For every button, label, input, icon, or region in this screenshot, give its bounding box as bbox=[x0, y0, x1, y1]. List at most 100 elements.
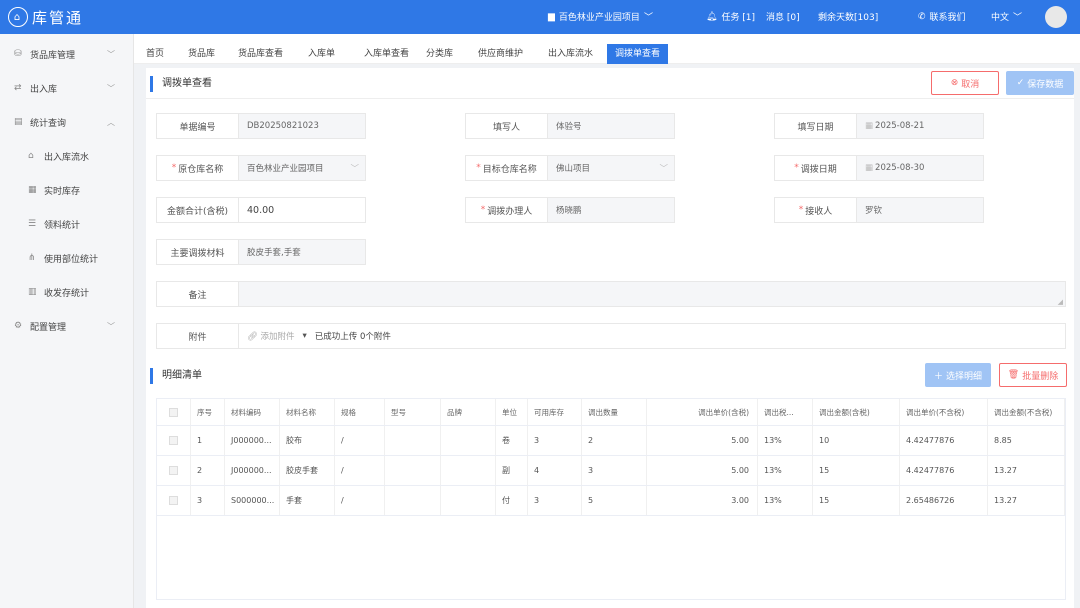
table-cell: 2.65486726 bbox=[900, 486, 988, 515]
column-header: 调出单价(含税) bbox=[647, 399, 758, 425]
handler-row: * 调拨办理人 杨晓鹏 bbox=[465, 197, 675, 223]
writer-field[interactable]: 体验号 bbox=[548, 114, 674, 138]
save-button[interactable]: ✓ 保存数据 bbox=[1006, 71, 1074, 95]
language-selector[interactable]: 中文 ﹀ bbox=[991, 10, 1022, 23]
sidebar-item[interactable]: ▤ 统计查询 ︿ bbox=[14, 117, 115, 129]
receiver-field[interactable]: 罗钦 bbox=[857, 198, 983, 222]
column-header: 调出金额(含税) bbox=[813, 399, 900, 425]
column-header: 型号 bbox=[385, 399, 441, 425]
logo[interactable]: ⌂ 库管通 bbox=[8, 7, 83, 28]
tab-item[interactable]: 调拨单查看 bbox=[607, 44, 669, 64]
column-header: 调出税... bbox=[758, 399, 813, 425]
home-icon: ⌂ bbox=[28, 151, 34, 161]
table-cell: 手套 bbox=[280, 486, 335, 515]
sidebar-item[interactable]: ⋔ 使用部位统计 bbox=[28, 253, 99, 265]
material-label: 主要调拨材料 bbox=[170, 248, 225, 259]
table-cell: 10 bbox=[813, 426, 900, 455]
row-checkbox[interactable] bbox=[157, 456, 191, 485]
attach-add-button[interactable]: 🔗︎ 添加附件 bbox=[247, 332, 295, 342]
tasks-link[interactable]: 🔔︎ 任务 [1] bbox=[706, 11, 756, 24]
table-cell: 5.00 bbox=[647, 456, 758, 485]
report-icon: ▥ bbox=[28, 287, 37, 297]
tab-item[interactable]: 货品库 bbox=[188, 49, 216, 59]
column-header: 序号 bbox=[191, 399, 225, 425]
amount-row: 金额合计(含税) 40.00 bbox=[156, 197, 366, 223]
chevron-down-icon: ﹀ bbox=[643, 13, 653, 23]
project-selector[interactable]: ▆ 百色林业产业园项目 ﹀ bbox=[548, 11, 653, 24]
tab-item[interactable]: 入库单查看 bbox=[364, 49, 410, 59]
avatar[interactable] bbox=[1045, 6, 1067, 28]
column-header: 品牌 bbox=[441, 399, 496, 425]
table-header: 序号 材料编码 材料名称 规格 型号 品牌 单位 可用库存 调出数量 调出单价(含税) 调出税...… bbox=[157, 399, 1065, 426]
tab-item[interactable]: 出入库流水 bbox=[548, 49, 594, 59]
material-field[interactable]: 胶皮手套,手套 bbox=[239, 240, 365, 264]
date-field[interactable]: ▦ 2025-08-21 bbox=[857, 114, 983, 138]
attach-dropdown-icon[interactable]: ▾ bbox=[302, 331, 307, 341]
resize-handle-icon[interactable]: ◢ bbox=[1057, 298, 1063, 306]
chevron-down-icon: ﹀ bbox=[1013, 13, 1023, 23]
phone-icon: ✆ bbox=[918, 11, 926, 22]
table-cell: 卷 bbox=[496, 426, 528, 455]
contact-link[interactable]: ✆ 联系我们 bbox=[918, 11, 966, 24]
date-row: 填写日期 ▦ 2025-08-21 bbox=[774, 113, 984, 139]
column-header: 材料名称 bbox=[280, 399, 335, 425]
tdate-label: 调拨日期 bbox=[800, 164, 837, 175]
divider bbox=[146, 98, 1074, 99]
table-cell: 15 bbox=[813, 456, 900, 485]
sidebar-item[interactable]: ⇄ 出入库 ﹀ bbox=[14, 83, 115, 95]
column-header: 材料编码 bbox=[225, 399, 280, 425]
amount-label: 金额合计(含税) bbox=[166, 206, 229, 217]
handler-field[interactable]: 杨晓鹏 bbox=[548, 198, 674, 222]
table-cell: J000000... bbox=[225, 456, 280, 485]
box-icon: ⛁ bbox=[14, 49, 22, 59]
sidebar-item[interactable]: ⛁ 货品库管理 ﹀ bbox=[14, 49, 115, 61]
tab-item[interactable]: 货品库查看 bbox=[238, 49, 284, 59]
doc_no-field[interactable]: DB20250821023 bbox=[239, 114, 365, 138]
table-cell: 3 bbox=[191, 486, 225, 515]
row-checkbox[interactable] bbox=[157, 399, 191, 425]
receiver-row: * 接收人 罗钦 bbox=[774, 197, 984, 223]
sidebar-item[interactable]: ⌂ 出入库流水 bbox=[28, 151, 90, 163]
table-cell: / bbox=[335, 486, 385, 515]
remark-field[interactable]: ◢ bbox=[239, 282, 1065, 306]
table-cell bbox=[385, 426, 441, 455]
table-cell: 13% bbox=[758, 486, 813, 515]
tab-item[interactable]: 供应商维护 bbox=[478, 49, 524, 59]
amount-field[interactable]: 40.00 bbox=[239, 198, 365, 222]
sidebar-item[interactable]: ▦ 实时库存 bbox=[28, 185, 81, 197]
column-header: 调出单价(不含税) bbox=[900, 399, 988, 425]
sidebar-item[interactable]: ☰ 领料统计 bbox=[28, 219, 81, 231]
bell-icon: 🔔︎ bbox=[706, 11, 718, 22]
messages-link[interactable]: 消息 [0] bbox=[766, 13, 800, 23]
cancel-button[interactable]: ⊗ 取消 bbox=[931, 71, 999, 95]
sidebar-item[interactable]: ▥ 收发存统计 bbox=[28, 287, 90, 299]
row-checkbox[interactable] bbox=[157, 486, 191, 515]
batch-delete-button[interactable]: 🗑︎ 批量删除 bbox=[999, 363, 1067, 387]
dst-field[interactable]: 佛山项目 ﹀ bbox=[548, 156, 674, 180]
table-cell: 副 bbox=[496, 456, 528, 485]
src-field[interactable]: 百色林业产业园项目 ﹀ bbox=[239, 156, 365, 180]
tab-item[interactable]: 首页 bbox=[146, 49, 165, 59]
table-cell: 3.00 bbox=[647, 486, 758, 515]
detail-table: 序号 材料编码 材料名称 规格 型号 品牌 单位 可用库存 调出数量 调出单价(含税) 调出税...… bbox=[156, 398, 1066, 600]
chevron-down-icon: ﹀ bbox=[107, 49, 115, 59]
tab-item[interactable]: 分类库 bbox=[426, 49, 454, 59]
dst-label: 目标仓库名称 bbox=[482, 164, 537, 175]
column-header: 可用库存 bbox=[528, 399, 582, 425]
chevron-down-icon: ﹀ bbox=[350, 164, 359, 174]
settings-icon: ⚙ bbox=[14, 321, 23, 331]
table-cell: 3 bbox=[582, 456, 647, 485]
building-icon: ▆ bbox=[548, 11, 555, 22]
sidebar-item[interactable]: ⚙ 配置管理 ﹀ bbox=[14, 321, 115, 333]
tab-item[interactable]: 入库单 bbox=[308, 49, 336, 59]
attach-label: 附件 bbox=[188, 332, 207, 343]
column-header: 单位 bbox=[496, 399, 528, 425]
src-label: 原仓库名称 bbox=[178, 164, 224, 175]
row-checkbox[interactable] bbox=[157, 426, 191, 455]
select-detail-button[interactable]: ＋选择明细 bbox=[925, 363, 991, 387]
table-cell: 5 bbox=[582, 486, 647, 515]
tdate-field[interactable]: ▦ 2025-08-30 bbox=[857, 156, 983, 180]
table-cell: / bbox=[335, 456, 385, 485]
sidebar: ⛁ 货品库管理 ﹀ ⇄ 出入库 ﹀ ▤ 统计查询 ︿ ⌂ 出入库流水 ▦ 实时库存 ☰ 领料统计 ⋔ 使用部位统… bbox=[0, 34, 134, 608]
table-row: 2 J000000... 胶皮手套 / 副 4 3 5.00 13% 15 4.42477876 13… bbox=[157, 456, 1065, 486]
